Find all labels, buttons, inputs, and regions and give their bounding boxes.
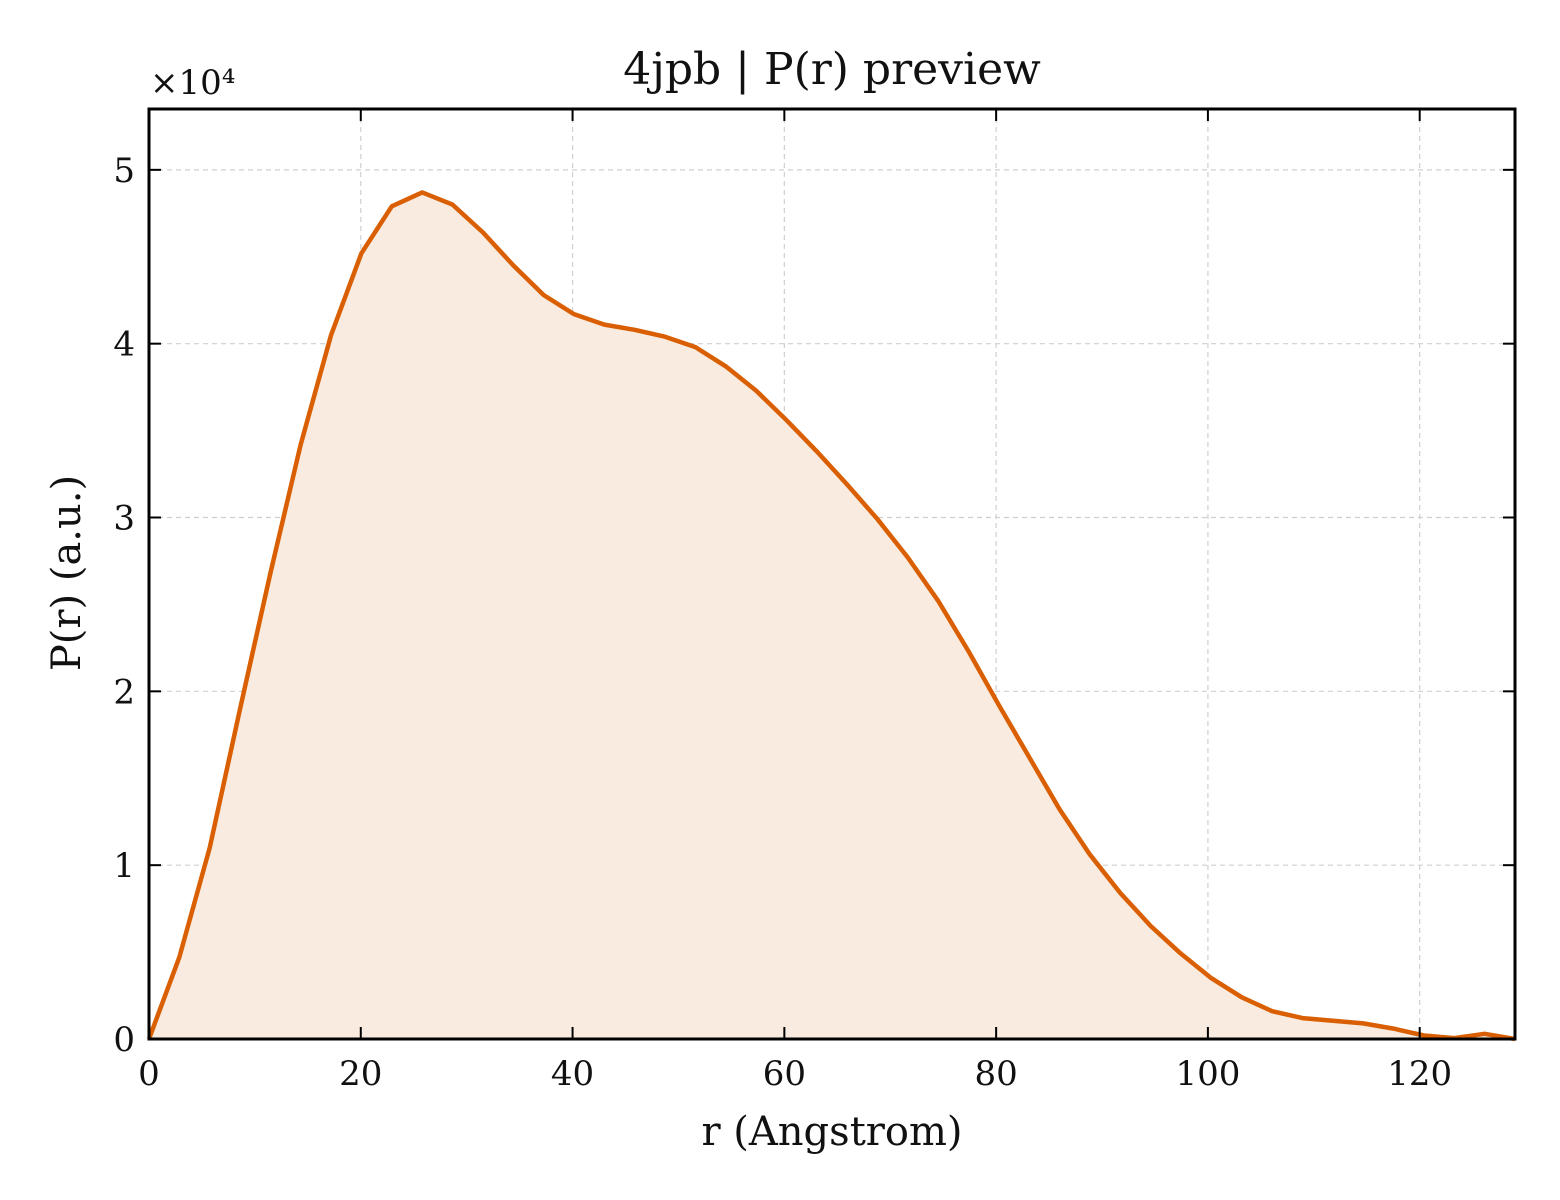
chart-title: 4jpb | P(r) preview	[623, 44, 1041, 95]
y-tick-label: 0	[113, 1020, 135, 1060]
y-tick-label: 1	[113, 846, 135, 886]
x-tick-label: 120	[1387, 1054, 1452, 1094]
x-tick-label: 100	[1175, 1054, 1240, 1094]
x-axis-ticks: 0 20 40 60 80 100 120	[138, 109, 1452, 1094]
y-axis-label: P(r) (a.u.)	[44, 475, 90, 671]
x-tick-label: 40	[551, 1054, 594, 1094]
x-tick-label: 60	[763, 1054, 806, 1094]
x-tick-label: 80	[974, 1054, 1017, 1094]
y-tick-label: 2	[113, 672, 135, 712]
series-area-fill	[149, 192, 1515, 1039]
y-tick-label: 3	[113, 499, 135, 539]
y-axis-multiplier: ×10⁴	[150, 63, 235, 103]
plot-frame	[147, 107, 1517, 1041]
x-tick-label: 20	[339, 1054, 382, 1094]
y-axis-ticks: 0 1 2 3 4 5	[113, 151, 1515, 1060]
x-axis-label: r (Angstrom)	[701, 1109, 962, 1155]
x-tick-label: 0	[138, 1054, 160, 1094]
y-tick-label: 4	[113, 325, 135, 365]
series-line	[146, 190, 1516, 1042]
y-tick-label: 5	[113, 151, 135, 191]
